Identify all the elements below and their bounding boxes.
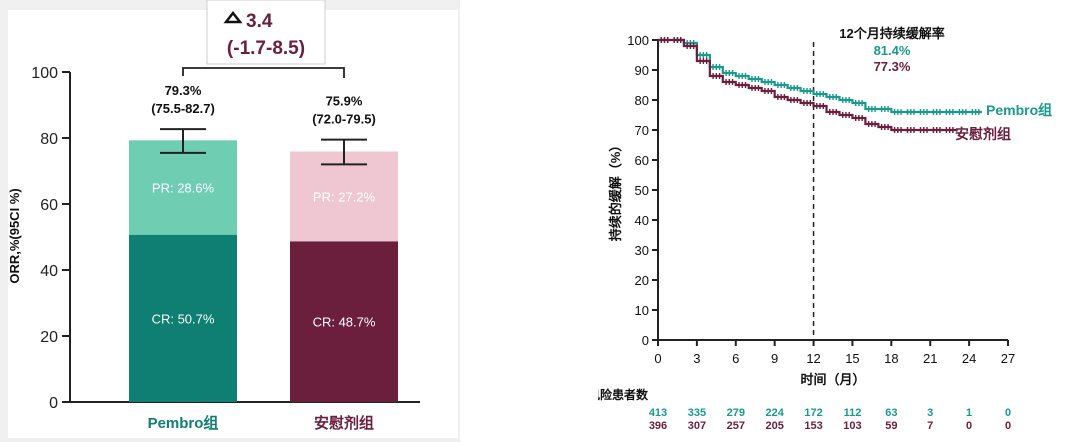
km-y-tick-label: 20 (635, 273, 649, 288)
risk-table-cell: 59 (885, 420, 897, 432)
km-x-tick-label: 21 (923, 351, 937, 366)
km-curves (658, 37, 983, 133)
total-ci-label: (72.0-79.5) (312, 112, 376, 127)
y-tick-label: 80 (40, 131, 58, 148)
bar-group: CR: 50.7% PR: 28.6% 79.3% (75.5-82.7) CR: 48… (129, 83, 398, 402)
orr-bar-chart: 3.4 (-1.7-8.5) 0 20 40 60 80 100 ORR,%(95CI %… (7, 0, 420, 432)
km-y-tick-label: 30 (635, 243, 649, 258)
bar-segment-pr (290, 151, 398, 242)
orr-chart-panel: 3.4 (-1.7-8.5) 0 20 40 60 80 100 ORR,%(95CI %… (0, 0, 460, 442)
risk-table-cell: 112 (844, 407, 862, 419)
km-x-tick-label: 3 (693, 351, 700, 366)
legend-pembro: Pembro组 (986, 102, 1052, 118)
bar-segment-label: CR: 48.7% (313, 315, 376, 330)
km-y-tick-label: 60 (635, 153, 649, 168)
risk-table-cell: 307 (688, 420, 706, 432)
km-y-tick-label: 70 (635, 123, 649, 138)
y-axis-title: ORR,%(95CI %) (7, 188, 22, 283)
km-x-axis-ticks: 0 3 6 9 12 15 18 21 24 27 (654, 340, 1015, 366)
risk-table-cell: 153 (804, 420, 822, 432)
y-axis-ticks: 0 20 40 60 80 100 (31, 65, 70, 412)
km-x-tick-label: 24 (962, 351, 976, 366)
bar-segment-label: PR: 28.6% (152, 181, 215, 196)
km-y-tick-label: 0 (642, 333, 649, 348)
km-curve-0 (658, 38, 983, 114)
km-x-tick-label: 6 (732, 351, 739, 366)
km-x-tick-label: 15 (845, 351, 859, 366)
pembro-12m-rate: 81.4% (874, 43, 911, 58)
km-x-tick-label: 18 (884, 351, 898, 366)
km-x-tick-label: 0 (654, 351, 661, 366)
category-label-placebo: 安慰剂组 (314, 414, 374, 432)
km-y-axis-ticks: 0 10 20 30 40 50 60 70 80 90 100 (627, 33, 658, 348)
km-y-tick-label: 50 (635, 183, 649, 198)
risk-table-cell: 0 (1005, 420, 1011, 432)
km-x-axis-title: 时间（月） (800, 372, 865, 387)
km-x-tick-label: 27 (1001, 351, 1015, 366)
risk-table-title: 风险患者数 (598, 387, 649, 402)
total-value-label: 75.9% (326, 94, 363, 109)
risk-table-cell: 63 (885, 407, 897, 419)
legend-placebo: 安慰剂组 (955, 126, 1011, 142)
y-tick-label: 0 (49, 395, 58, 412)
bar-segment-pr (129, 140, 237, 235)
risk-table-cell: 335 (688, 407, 706, 419)
risk-table-cell: 0 (966, 420, 972, 432)
risk-table-cell: 103 (843, 420, 861, 432)
comparison-bracket (182, 67, 345, 78)
bar-segment-cr (290, 241, 398, 402)
risk-table-cell: 224 (765, 407, 784, 419)
risk-table-cell: 279 (727, 407, 745, 419)
difference-value: 3.4 (246, 11, 273, 32)
risk-table-cell: 257 (727, 420, 745, 432)
bar-segment-cr (129, 234, 237, 402)
bar-segment-label: CR: 50.7% (152, 311, 215, 326)
km-y-tick-label: 90 (635, 63, 649, 78)
placebo-12m-rate: 77.3% (874, 59, 911, 74)
difference-callout-box (206, 0, 326, 65)
risk-table-cell: 413 (649, 407, 667, 419)
category-label-pembro: Pembro组 (148, 414, 219, 432)
km-y-tick-label: 100 (627, 33, 649, 48)
risk-table-cell: 205 (765, 420, 783, 432)
risk-table-cell: 0 (1005, 407, 1011, 419)
risk-table-cell: 1 (966, 407, 972, 419)
risk-table-cell: 172 (804, 407, 822, 419)
difference-ci: (-1.7-8.5) (227, 38, 305, 59)
y-tick-label: 20 (40, 329, 58, 346)
delta-icon (223, 10, 243, 24)
total-ci-label: (75.5-82.7) (151, 101, 215, 116)
km-chart-panel: 0 10 20 30 40 50 60 70 80 90 100 0 3 6 9 12 15 18 21 24 27 … (598, 18, 1080, 442)
km-x-tick-label: 12 (806, 351, 820, 366)
y-tick-label: 40 (40, 263, 58, 280)
km-y-tick-label: 80 (635, 93, 649, 108)
km-x-tick-label: 9 (771, 351, 778, 366)
km-y-tick-label: 40 (635, 213, 649, 228)
risk-table-cell: 3 (927, 407, 933, 419)
km-curve-1 (658, 38, 957, 132)
total-value-label: 79.3% (165, 83, 202, 98)
y-tick-label: 100 (31, 65, 58, 82)
km-y-tick-label: 10 (635, 303, 649, 318)
bar-segment-label: PR: 27.2% (313, 189, 376, 204)
risk-table-cell: 396 (649, 420, 667, 432)
risk-table-cell: 7 (927, 420, 933, 432)
km-title: 12个月持续缓解率 (839, 26, 944, 41)
y-tick-label: 60 (40, 197, 58, 214)
km-y-axis-title: 持续的缓解（%） (608, 139, 623, 242)
